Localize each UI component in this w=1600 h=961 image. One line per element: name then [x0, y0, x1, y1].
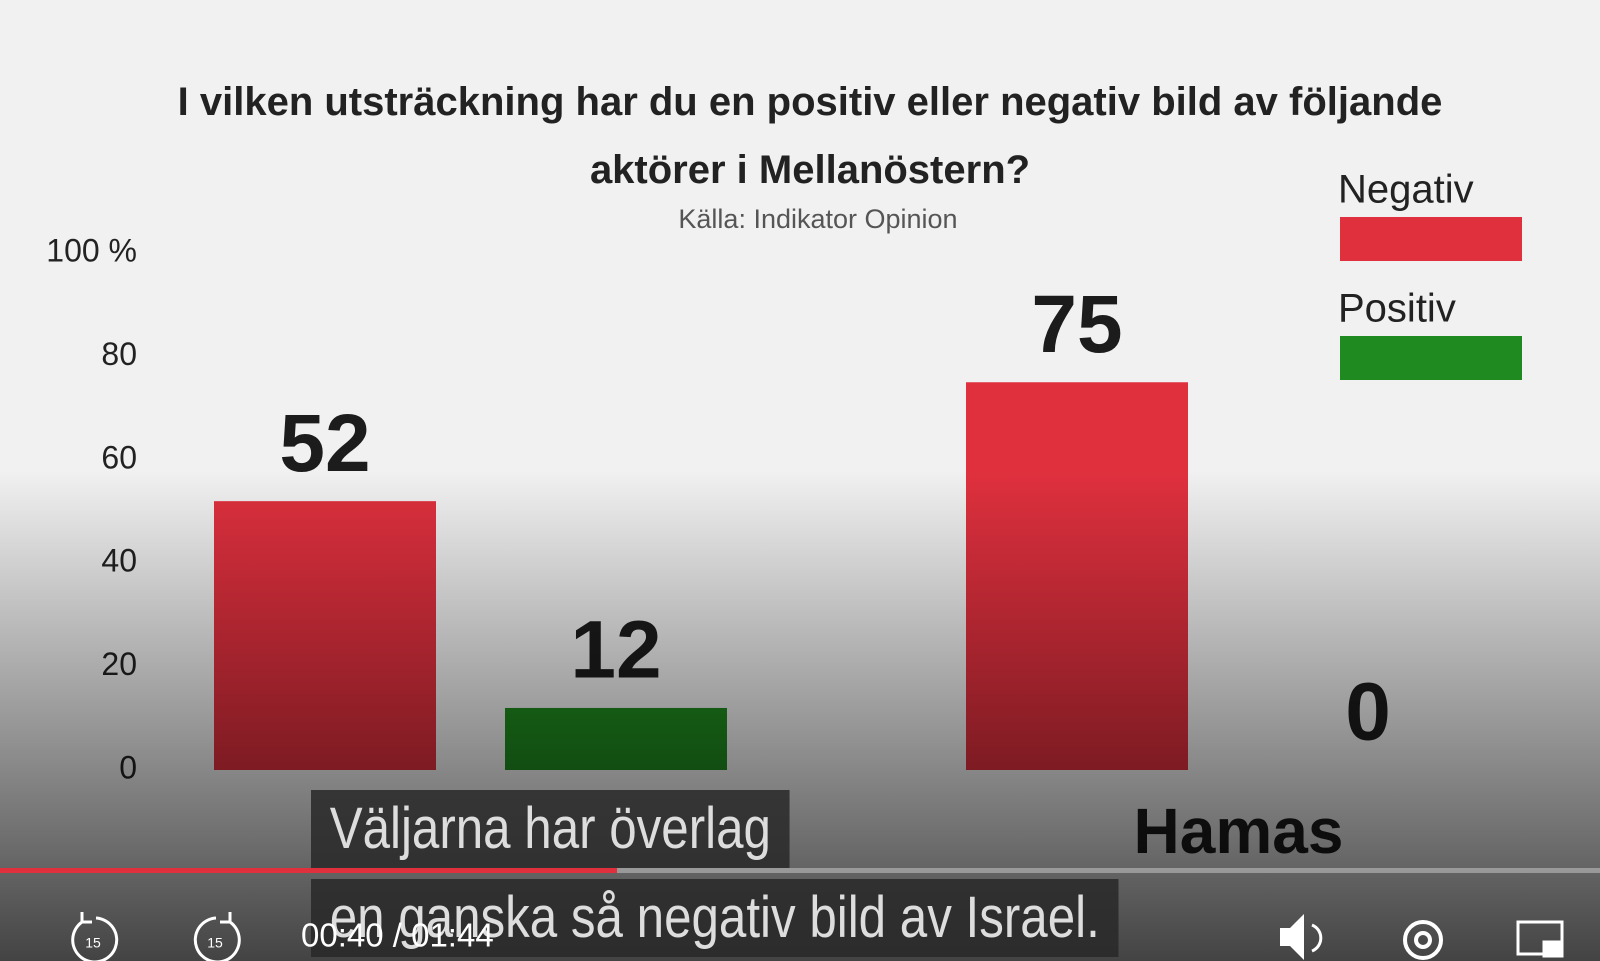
y-tick-label: 100 % [46, 232, 137, 268]
y-tick-label: 80 [101, 336, 137, 372]
progress-track[interactable] [0, 868, 1600, 873]
chart-subtitle: Källa: Indikator Opinion [678, 204, 958, 234]
progress-played [0, 868, 617, 873]
chart-title: I vilken utsträckning har du en positiv … [177, 80, 1443, 192]
legend-label: Positiv [1338, 287, 1456, 331]
caption-line: Väljarna har överlag [311, 790, 790, 868]
legend-label: Negativ [1338, 168, 1474, 212]
caption-line: en ganska så negativ bild av Israel. [311, 879, 1119, 957]
data-label: 75 [1031, 279, 1122, 370]
y-tick-label: 60 [101, 439, 137, 475]
legend-swatch [1340, 336, 1522, 380]
legend-swatch [1340, 217, 1522, 261]
